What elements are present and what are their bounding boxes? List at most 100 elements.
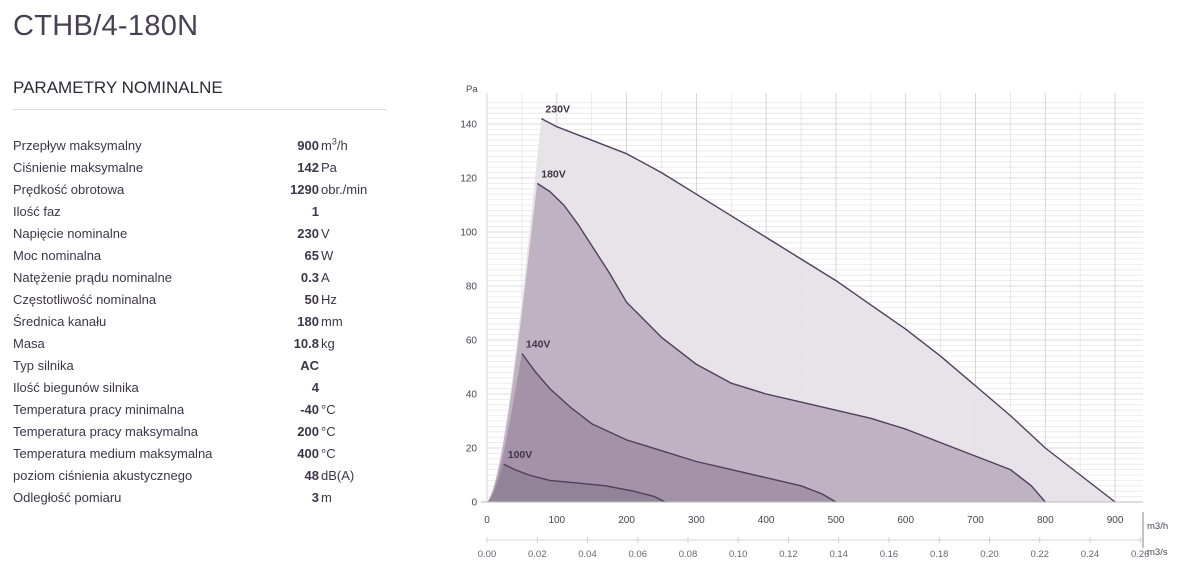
param-unit: V [321, 226, 330, 241]
x2-tick-label: 0.18 [930, 549, 949, 560]
param-label: Napięcie nominalne [13, 226, 128, 241]
y-tick-label: 20 [466, 444, 478, 455]
param-value: -40 [300, 402, 319, 417]
param-label: Ilość faz [13, 204, 61, 219]
param-unit: Hz [321, 292, 337, 307]
x-tick-label: 0 [484, 515, 490, 526]
series-label: 100V [508, 449, 533, 461]
param-unit: dB(A) [321, 468, 355, 483]
series-area-180v [487, 183, 1046, 502]
x2-tick-label: 0.26 [1131, 549, 1150, 560]
param-unit-sup: 3 [331, 136, 337, 147]
param-value: 48 [304, 468, 319, 483]
param-row: Ciśnienie maksymalne 142 Pa [13, 157, 393, 179]
y-tick-label: 0 [471, 498, 477, 509]
param-row: Napięcie nominalne 230 V [13, 223, 393, 245]
param-row: Temperatura pracy maksymalna 200 °C [13, 421, 393, 443]
param-unit: obr./min [321, 182, 368, 197]
y-tick-label: 140 [460, 120, 477, 131]
x-tick-label: 200 [618, 515, 635, 526]
x2-tick-label: 0.04 [578, 549, 597, 560]
fan-performance-chart: 230V 180V 140V 100V 0 20 40 60 80 100 120 140 Pa 0 100… [460, 84, 1168, 560]
y-tick-label: 100 [460, 228, 477, 239]
param-row: Ilość biegunów silnika 4 [13, 377, 393, 399]
param-unit: mm [321, 314, 343, 329]
series-label: 140V [526, 339, 551, 351]
param-row: Częstotliwość nominalna 50 Hz [13, 289, 393, 311]
param-value: 230 [297, 226, 319, 241]
x2-tick-label: 0.16 [880, 549, 899, 560]
x2-tick-label: 0.00 [478, 549, 497, 560]
param-row: Masa 10.8 kg [13, 333, 393, 355]
param-label: Prędkość obrotowa [13, 182, 125, 197]
param-label: Średnica kanału [13, 314, 107, 329]
param-row: Prędkość obrotowa 1290 obr./min [13, 179, 393, 201]
x2-axis-label: m3/s [1147, 547, 1168, 558]
y-tick-label: 60 [466, 336, 478, 347]
param-row: poziom ciśnienia akustycznego 48 dB(A) [13, 465, 393, 487]
param-row: Natężenie prądu nominalne 0.3 A [13, 267, 393, 289]
param-unit-base: m [321, 138, 332, 153]
param-value: 65 [304, 248, 319, 263]
param-unit: °C [321, 402, 336, 417]
param-unit: kg [321, 336, 335, 351]
param-row: Moc nominalna 65 W [13, 245, 393, 267]
param-value: 4 [311, 380, 319, 395]
page-title: CTHB/4-180N [13, 10, 199, 42]
x-tick-label: 800 [1037, 515, 1054, 526]
series-curve-100v [503, 463, 666, 503]
series-curve-180v [536, 182, 1046, 503]
param-value: 10.8 [293, 336, 319, 351]
series-label: 180V [541, 168, 566, 180]
params-table: Przepływ maksymalny 900 m3/h Ciśnienie maks… [13, 135, 393, 509]
param-row: Ilość faz 1 [13, 201, 393, 223]
param-value: 1 [311, 204, 319, 219]
param-label: Masa [13, 336, 45, 351]
param-value: 142 [297, 160, 319, 175]
x-tick-label: 300 [688, 515, 705, 526]
param-unit: Pa [321, 160, 337, 175]
param-row: Przepływ maksymalny 900 m3/h [13, 135, 393, 157]
y-tick-label: 120 [460, 174, 477, 185]
param-value: 50 [304, 292, 319, 307]
x2-tick-label: 0.08 [679, 549, 698, 560]
param-unit: °C [321, 424, 336, 439]
param-value: 1290 [290, 182, 319, 197]
x-tick-label: 400 [758, 515, 775, 526]
param-label: Przepływ maksymalny [13, 138, 142, 153]
x2-tick-label: 0.12 [779, 549, 798, 560]
param-label: Ciśnienie maksymalne [13, 160, 144, 175]
x2-tick-label: 0.22 [1030, 549, 1049, 560]
param-label: Temperatura medium maksymalna [13, 446, 213, 461]
series-area-140v [487, 353, 836, 502]
param-value: 900 [297, 138, 319, 153]
param-row: Temperatura pracy minimalna -40 °C [13, 399, 393, 421]
param-label: Ilość biegunów silnika [13, 380, 139, 395]
series-curve-230v [541, 117, 1116, 503]
x2-tick-label: 0.06 [628, 549, 647, 560]
param-label: Natężenie prądu nominalne [13, 270, 172, 285]
param-value: AC [300, 358, 319, 373]
param-label: Odległość pomiaru [13, 490, 122, 505]
param-value: 400 [297, 446, 319, 461]
x2-tick-label: 0.02 [528, 549, 547, 560]
param-value: 200 [297, 424, 319, 439]
x-axis-label: m3/h [1147, 521, 1168, 532]
param-row: Średnica kanału 180 mm [13, 311, 393, 333]
param-row: Temperatura medium maksymalna 400 °C [13, 443, 393, 465]
param-unit: W [321, 248, 334, 263]
series-curve-140v [521, 353, 837, 503]
param-row: Typ silnika AC [13, 355, 393, 377]
section-divider [13, 109, 386, 110]
param-unit: A [321, 270, 330, 285]
param-label: Typ silnika [13, 358, 74, 373]
param-value: 0.3 [300, 270, 319, 285]
params-heading: PARAMETRY NOMINALNE [13, 78, 223, 97]
param-row: Odległość pomiaru 3 m [13, 487, 393, 509]
y-tick-label: 40 [466, 390, 478, 401]
param-unit: °C [321, 446, 336, 461]
series-label: 230V [545, 104, 570, 116]
x2-tick-label: 0.14 [829, 549, 848, 560]
param-label: Moc nominalna [13, 248, 102, 263]
x2-tick-label: 0.20 [980, 549, 999, 560]
